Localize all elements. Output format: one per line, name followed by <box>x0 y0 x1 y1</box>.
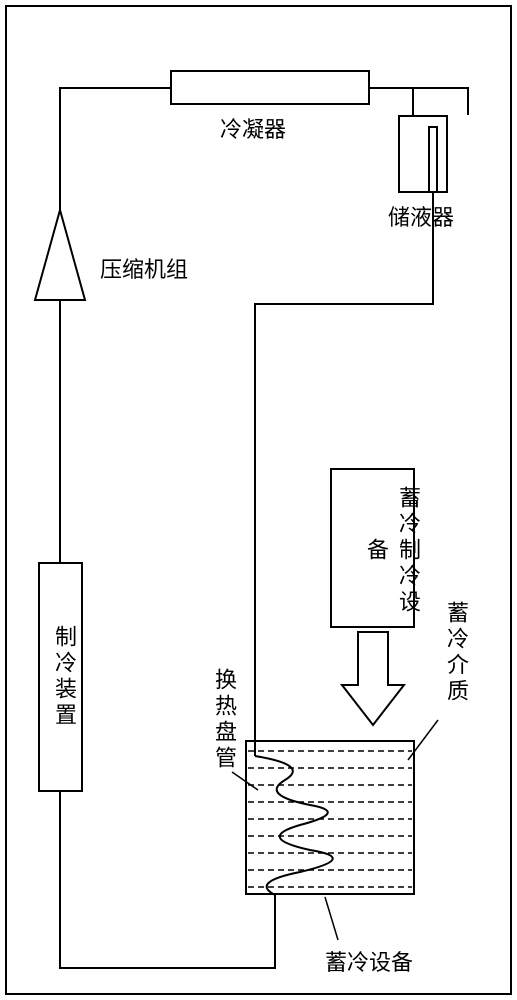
reservoir-inner <box>428 126 438 193</box>
cold-storage-equipment-label: 蓄冷设备 <box>325 945 413 977</box>
condenser-box <box>170 70 370 105</box>
cold-storage-refrig-equipment-label: 蓄冷制冷设备 <box>360 478 424 623</box>
condenser-label: 冷凝器 <box>220 112 286 144</box>
reservoir-box <box>398 115 448 193</box>
heat-exchange-coil-label: 换热盘管 <box>208 655 240 785</box>
reservoir-label: 储液器 <box>388 200 454 232</box>
compressor-label: 压缩机组 <box>100 252 188 284</box>
refrigeration-device-label: 制冷装置 <box>48 592 80 762</box>
cold-storage-tank <box>245 740 415 895</box>
cold-storage-medium-label: 蓄冷介质 <box>440 588 472 718</box>
